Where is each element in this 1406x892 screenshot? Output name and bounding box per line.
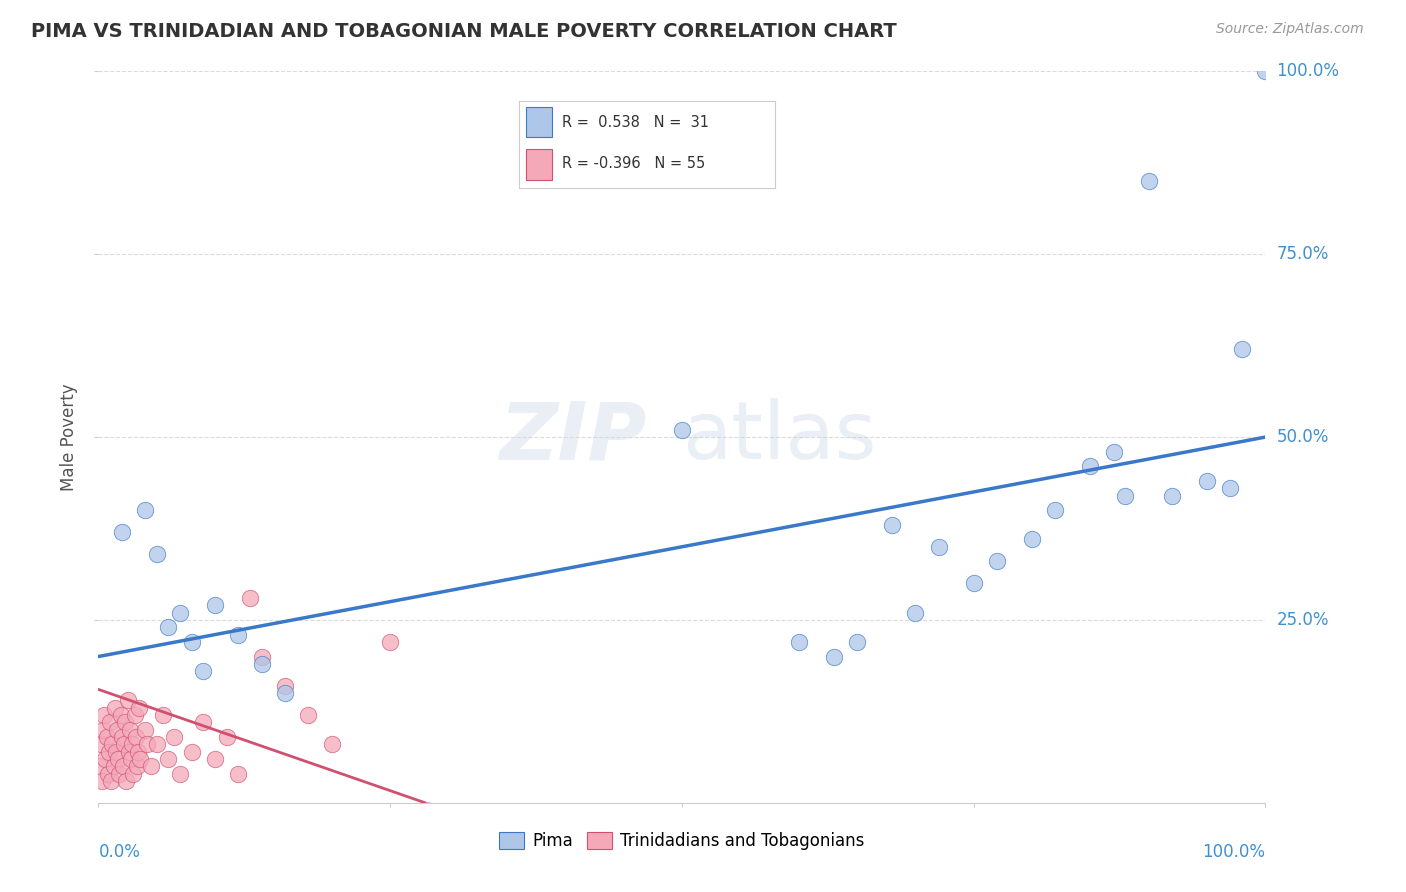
- Point: [117, 693, 139, 707]
- Point: [118, 745, 141, 759]
- Point: [136, 737, 159, 751]
- Point: [107, 752, 129, 766]
- Point: [97, 745, 120, 759]
- Point: [110, 708, 132, 723]
- Text: 75.0%: 75.0%: [1277, 245, 1329, 263]
- Point: [90, 773, 112, 788]
- Point: [250, 649, 273, 664]
- Point: [1080, 459, 1102, 474]
- Point: [962, 576, 984, 591]
- Point: [215, 730, 238, 744]
- Point: [193, 715, 215, 730]
- Text: atlas: atlas: [682, 398, 876, 476]
- Point: [146, 737, 169, 751]
- Point: [1114, 489, 1136, 503]
- Point: [228, 766, 250, 780]
- Point: [239, 591, 262, 605]
- Point: [111, 759, 134, 773]
- Text: PIMA VS TRINIDADIAN AND TOBAGONIAN MALE POVERTY CORRELATION CHART: PIMA VS TRINIDADIAN AND TOBAGONIAN MALE …: [31, 22, 897, 41]
- Point: [1161, 489, 1184, 503]
- Point: [671, 423, 693, 437]
- Point: [91, 723, 114, 737]
- Text: 100.0%: 100.0%: [1277, 62, 1340, 80]
- Point: [146, 547, 169, 561]
- Point: [97, 766, 120, 780]
- Point: [114, 715, 136, 730]
- Point: [163, 730, 186, 744]
- Point: [1195, 474, 1218, 488]
- Point: [157, 620, 180, 634]
- Point: [823, 649, 845, 664]
- Point: [204, 599, 226, 613]
- Point: [274, 686, 297, 700]
- Point: [880, 517, 903, 532]
- Point: [112, 737, 135, 751]
- Point: [115, 773, 138, 788]
- Legend: Pima, Trinidadians and Tobagonians: Pima, Trinidadians and Tobagonians: [492, 825, 872, 856]
- Point: [134, 503, 156, 517]
- Point: [250, 657, 273, 671]
- Point: [787, 635, 810, 649]
- Point: [1137, 174, 1160, 188]
- Point: [128, 700, 150, 714]
- Point: [1102, 444, 1125, 458]
- Point: [169, 766, 191, 780]
- Point: [180, 745, 202, 759]
- Text: 0.0%: 0.0%: [98, 843, 141, 861]
- Point: [125, 759, 148, 773]
- Point: [89, 759, 111, 773]
- Point: [1045, 503, 1067, 517]
- Text: ZIP: ZIP: [499, 398, 647, 476]
- Point: [111, 525, 134, 540]
- Point: [321, 737, 343, 751]
- Point: [121, 737, 143, 751]
- Point: [193, 664, 215, 678]
- Point: [129, 752, 152, 766]
- Point: [122, 766, 145, 780]
- Point: [124, 708, 146, 723]
- Point: [157, 752, 180, 766]
- Point: [104, 745, 127, 759]
- Text: 100.0%: 100.0%: [1202, 843, 1265, 861]
- Point: [986, 554, 1008, 568]
- Point: [103, 759, 125, 773]
- Point: [204, 752, 226, 766]
- Point: [96, 730, 118, 744]
- Point: [1219, 481, 1241, 495]
- Point: [1254, 64, 1277, 78]
- Point: [90, 737, 112, 751]
- Point: [98, 715, 121, 730]
- Point: [111, 730, 134, 744]
- Point: [105, 723, 128, 737]
- Y-axis label: Male Poverty: Male Poverty: [60, 384, 79, 491]
- Point: [100, 773, 122, 788]
- Point: [1230, 343, 1253, 357]
- Point: [127, 745, 149, 759]
- Point: [169, 606, 191, 620]
- Point: [101, 737, 124, 751]
- Point: [134, 723, 156, 737]
- Point: [380, 635, 402, 649]
- Point: [1021, 533, 1043, 547]
- Point: [120, 752, 142, 766]
- Text: 50.0%: 50.0%: [1277, 428, 1329, 446]
- Point: [94, 752, 117, 766]
- Point: [228, 627, 250, 641]
- Point: [274, 679, 297, 693]
- Point: [108, 766, 131, 780]
- Point: [104, 700, 127, 714]
- Point: [93, 708, 115, 723]
- Point: [118, 723, 141, 737]
- Point: [152, 708, 174, 723]
- Text: 25.0%: 25.0%: [1277, 611, 1329, 629]
- Point: [846, 635, 869, 649]
- Text: Source: ZipAtlas.com: Source: ZipAtlas.com: [1216, 22, 1364, 37]
- Point: [180, 635, 202, 649]
- Point: [125, 730, 148, 744]
- Point: [904, 606, 927, 620]
- Point: [139, 759, 162, 773]
- Point: [928, 540, 950, 554]
- Point: [297, 708, 319, 723]
